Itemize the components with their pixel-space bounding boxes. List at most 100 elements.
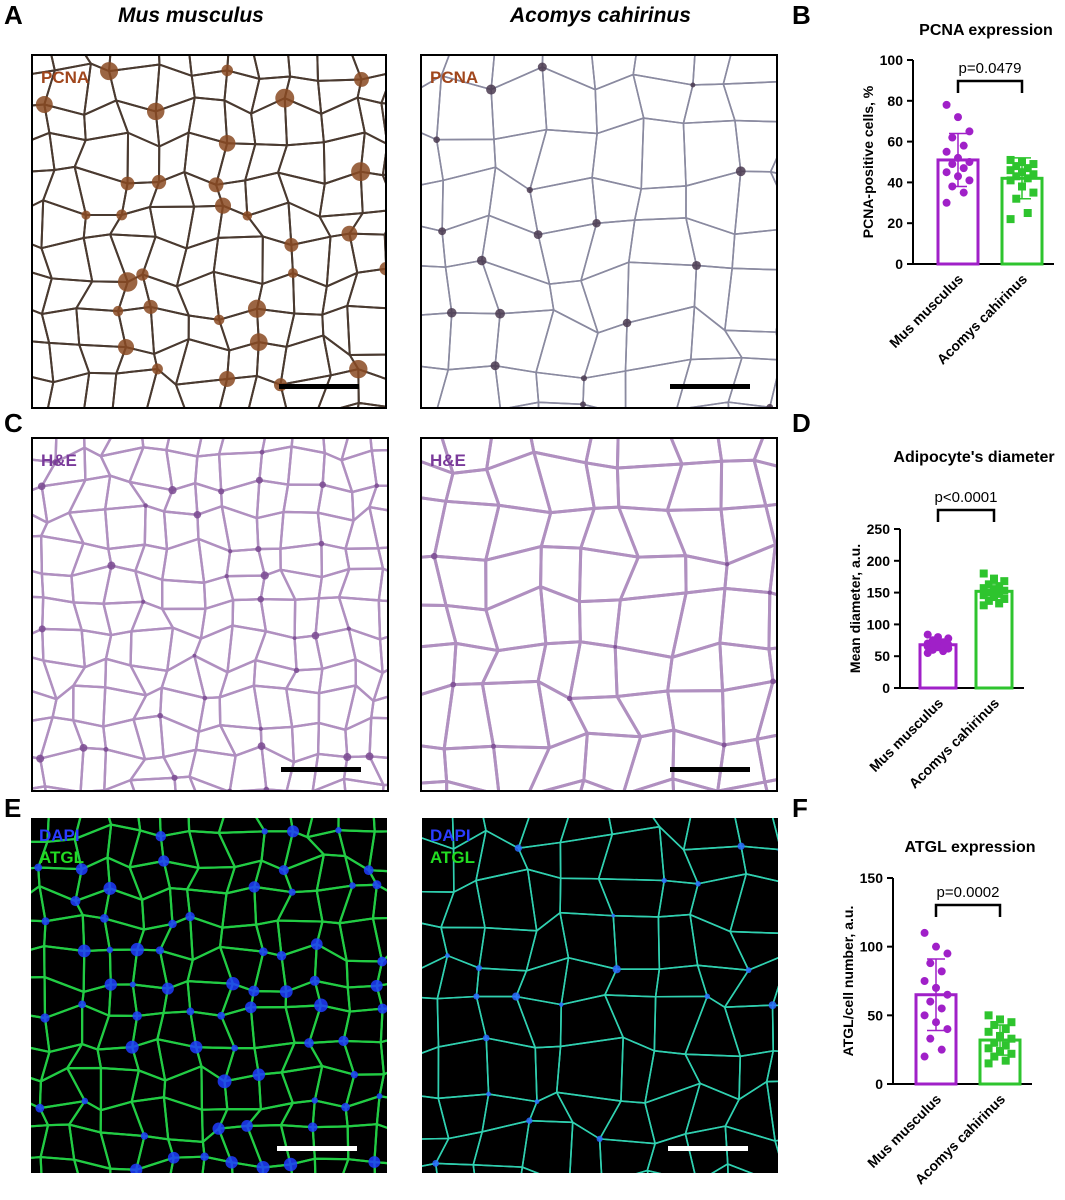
significance-bracket [936, 508, 996, 522]
data-point [990, 593, 998, 602]
data-point [1000, 594, 1009, 603]
data-point [1007, 1049, 1016, 1058]
y-tick-label: 100 [860, 939, 884, 955]
if-micrograph-acomys: DAPI ATGL [422, 818, 778, 1173]
data-point [1000, 577, 1009, 586]
data-point [1029, 160, 1038, 169]
data-point [942, 100, 951, 109]
cell-membranes [33, 56, 385, 407]
data-point [1006, 215, 1015, 224]
species-header-acomys: Acomys cahirinus [510, 4, 691, 27]
nuclei [433, 62, 774, 407]
atgl-stain-label: ATGL [430, 848, 476, 867]
data-point [937, 1045, 946, 1054]
data-point [1029, 188, 1038, 197]
data-point [954, 113, 962, 122]
data-point [990, 1020, 999, 1029]
scale-bar [279, 384, 359, 389]
p-value-label: p<0.0001 [935, 489, 998, 506]
data-point [1018, 168, 1026, 177]
data-point [995, 589, 1004, 598]
y-tick-label: 0 [895, 256, 903, 272]
pcna-stain-label: PCNA [41, 68, 90, 87]
data-point [996, 1015, 1004, 1024]
nuclei [35, 62, 385, 392]
cell-membranes [422, 439, 776, 790]
data-point [920, 977, 929, 985]
data-point [1012, 194, 1021, 203]
data-point [990, 585, 998, 594]
dapi-stain-label: DAPI [430, 826, 471, 845]
adipocyte-tissue-image [33, 56, 385, 407]
if-micrograph-mus: DAPI ATGL [31, 818, 387, 1173]
data-point [926, 959, 935, 968]
scale-bar [670, 384, 750, 389]
data-point [979, 584, 988, 593]
chart-atgl: ATGL expression ATGL/cell number, a.u. 0 50… [800, 830, 1062, 1200]
data-point [965, 127, 974, 136]
y-tick-label: 50 [874, 648, 890, 664]
panel-letter-d: D [792, 408, 811, 438]
data-point [1000, 586, 1009, 595]
chart-title: PCNA expression [919, 22, 1053, 39]
data-point [979, 601, 988, 610]
diameter-bar-chart: Adipocyte's diameter Mean diameter, a.u. 0… [847, 449, 1055, 791]
data-point [923, 630, 932, 639]
p-value-label: p=0.0002 [937, 884, 1000, 901]
significance-bracket [934, 903, 1002, 917]
nuclei [36, 449, 380, 790]
data-point [984, 1011, 993, 1020]
data-point [926, 1034, 935, 1043]
data-point [984, 1044, 993, 1053]
data-point [1012, 162, 1021, 171]
y-tick-label: 40 [887, 174, 903, 190]
panel-letter-f: F [792, 793, 808, 823]
data-point [996, 1031, 1004, 1040]
he-micrograph-acomys: H&E [420, 437, 778, 792]
data-point [984, 580, 993, 589]
nuclei [432, 842, 778, 1167]
data-point [1001, 1041, 1010, 1050]
y-tick-label: 20 [887, 215, 903, 231]
data-point [1023, 174, 1032, 183]
data-point [984, 588, 993, 597]
data-point [990, 574, 998, 583]
data-point [979, 591, 988, 600]
pcna-bar-chart: PCNA expression PCNA-positive cells, % 0 20… [860, 22, 1054, 367]
data-point [984, 1027, 993, 1036]
data-point [1018, 182, 1026, 191]
data-point [996, 1047, 1004, 1056]
data-point [937, 1004, 946, 1013]
data-point [995, 599, 1004, 608]
atgl-bar-chart: ATGL expression ATGL/cell number, a.u. 0 50… [840, 839, 1036, 1187]
data-point [1001, 1056, 1010, 1065]
panel-letter-c: C [4, 408, 23, 438]
data-point [1023, 209, 1032, 217]
adipocyte-tissue-image [33, 439, 387, 790]
data-point [990, 1038, 999, 1047]
y-tick-label: 60 [887, 134, 903, 150]
data-point [942, 198, 951, 207]
data-point [965, 176, 974, 185]
chart-diameter: Adipocyte's diameter Mean diameter, a.u. 0… [800, 440, 1062, 800]
cell-membranes [33, 439, 387, 790]
data-point [943, 949, 952, 958]
he-stain-label: H&E [41, 451, 77, 470]
scale-bar [668, 1146, 748, 1151]
data-point [1007, 1034, 1016, 1043]
y-tick-label: 250 [867, 521, 891, 537]
significance-bracket [956, 79, 1024, 93]
panel-letter-b: B [792, 0, 811, 30]
data-point [920, 1052, 929, 1061]
data-point [943, 1025, 952, 1034]
data-point [984, 596, 993, 605]
panel-letter-a: A [4, 0, 23, 30]
data-point [920, 1011, 929, 1020]
data-point [959, 141, 968, 150]
data-point [923, 649, 932, 658]
data-point [954, 153, 962, 162]
he-micrograph-mus: H&E [31, 437, 389, 792]
data-point [943, 990, 952, 999]
data-point [948, 182, 957, 191]
chart-title: ATGL expression [905, 839, 1036, 856]
